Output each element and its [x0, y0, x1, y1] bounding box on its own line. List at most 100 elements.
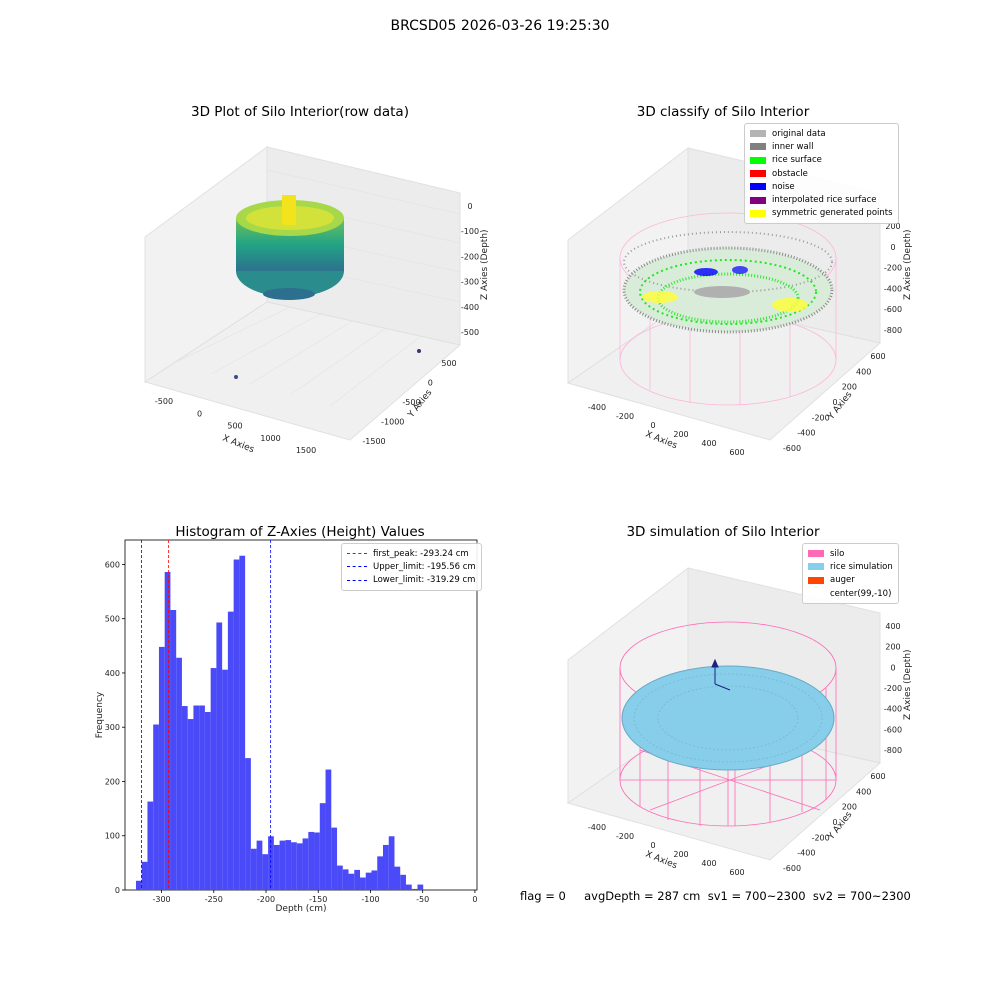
histogram-legend-swatch — [347, 579, 367, 581]
histogram-legend-item: Lower_limit: -319.29 cm — [347, 574, 476, 587]
histogram-x-tick: -250 — [205, 895, 223, 904]
histogram-bar — [187, 719, 194, 890]
raw-y-tick: -1000 — [381, 418, 404, 427]
histogram-x-tick: 0 — [472, 895, 477, 904]
classify-y-tick: -600 — [783, 444, 801, 453]
simulation-y-tick: -200 — [812, 833, 830, 842]
histogram-legend-item: Upper_limit: -195.56 cm — [347, 560, 476, 573]
classify-silo-wireframe — [619, 212, 837, 406]
figure-title: BRCSD05 2026-03-26 19:25:30 — [390, 18, 610, 34]
histogram-bar — [181, 706, 188, 890]
simulation-x-tick: -400 — [588, 823, 606, 832]
histogram-bar — [193, 705, 200, 890]
simulation-legend-swatch — [808, 550, 824, 558]
classify-legend-label: noise — [772, 181, 795, 192]
histogram-x-tick: -300 — [152, 895, 170, 904]
classify-z-tick: 200 — [885, 222, 900, 231]
histogram-bars — [135, 555, 424, 890]
simulation-legend-label: auger — [830, 575, 855, 586]
raw-x-ticks: -500 0 500 1000 1500 — [155, 397, 316, 455]
simulation-x-tick: 600 — [729, 868, 744, 877]
histogram-bar — [250, 848, 257, 890]
simulation-legend-swatch — [808, 590, 824, 597]
raw-z-tick: -300 — [461, 278, 479, 287]
classify-legend-item: obstacle — [750, 167, 893, 180]
histogram-legend-swatch — [347, 553, 367, 555]
histogram-y-label: Frequency — [95, 691, 105, 738]
histogram-bar — [342, 869, 349, 890]
raw-y-tick: -500 — [402, 398, 420, 407]
simulation-z-tick: -600 — [884, 725, 902, 734]
histogram-bar — [239, 555, 246, 890]
histogram-legend-label: first_peak: -293.24 cm — [373, 548, 469, 559]
simulation-auger — [711, 658, 731, 691]
histogram-bar — [256, 840, 263, 890]
histogram-x-ticks: -300 -250 -200 -150 -100 -50 0 — [152, 890, 477, 904]
histogram-legend: first_peak: -293.24 cm Upper_limit: -195.… — [341, 543, 482, 591]
histogram-bar — [360, 877, 366, 890]
histogram-y-tick: 0 — [115, 886, 120, 895]
raw-3d-axes — [143, 146, 462, 441]
histogram-bar — [170, 610, 177, 890]
classify-point-cloud — [622, 231, 834, 334]
raw-y-ticks: 500 0 -500 -1000 -1500 — [362, 359, 456, 446]
histogram-bar — [199, 705, 205, 890]
simulation-y-tick: -600 — [783, 864, 801, 873]
classify-legend-swatch — [750, 156, 766, 164]
simulation-y-tick: 600 — [870, 772, 885, 781]
histogram-bar — [273, 844, 280, 890]
classify-legend-label: original data — [772, 128, 826, 139]
classify-y-tick: -200 — [812, 413, 830, 422]
classify-y-tick: 0 — [832, 398, 837, 407]
classify-x-tick: 400 — [701, 439, 716, 448]
histogram-bar — [158, 646, 165, 890]
simulation-z-tick: -400 — [884, 705, 902, 714]
classify-legend-swatch — [750, 170, 766, 178]
raw-y-tick: -1500 — [362, 437, 385, 446]
classify-legend-label: symmetric generated points — [772, 208, 893, 219]
classify-x-ticks: -400 -200 0 200 400 600 — [588, 403, 745, 457]
simulation-legend-item: rice simulation — [808, 560, 893, 573]
histogram-x-tick: -100 — [361, 895, 379, 904]
histogram-x-label: Depth (cm) — [275, 904, 326, 914]
histogram-bar — [319, 803, 326, 890]
histogram-bar — [262, 854, 269, 890]
classify-legend-label: interpolated rice surface — [772, 195, 877, 206]
histogram-bar — [417, 884, 424, 890]
classify-z-label: Z Axies (Depth) — [903, 229, 913, 300]
classify-y-tick: 600 — [870, 352, 885, 361]
classify-legend-item: noise — [750, 180, 893, 193]
histogram-legend-item: first_peak: -293.24 cm — [347, 547, 476, 560]
simulation-z-tick: 0 — [890, 663, 895, 672]
raw-z-tick: -100 — [461, 227, 479, 236]
histogram-bar — [394, 866, 401, 890]
simulation-plot-title: 3D simulation of Silo Interior — [626, 524, 820, 540]
simulation-legend-swatch — [808, 563, 824, 571]
histogram-bar — [354, 869, 361, 890]
classify-legend-swatch — [750, 183, 766, 191]
histogram-bar — [285, 840, 292, 890]
classify-z-tick: 0 — [890, 243, 895, 252]
histogram-bar — [331, 827, 338, 890]
simulation-x-tick: 200 — [673, 850, 688, 859]
histogram-bar — [268, 836, 274, 890]
histogram-y-tick: 400 — [105, 669, 120, 678]
simulation-z-ticks: 400 200 0 -200 -400 -600 -800 — [884, 622, 902, 755]
histogram-y-tick: 200 — [105, 777, 120, 786]
raw-y-tick: 500 — [441, 359, 456, 368]
raw-point-cloud — [234, 195, 421, 379]
histogram-y-tick: 500 — [105, 615, 120, 624]
classify-x-tick: 0 — [650, 421, 655, 430]
classify-legend-swatch — [750, 143, 766, 151]
simulation-y-tick: 200 — [842, 803, 857, 812]
classify-x-tick: 600 — [729, 448, 744, 457]
raw-z-tick: -400 — [461, 303, 479, 312]
histogram-bar — [325, 769, 332, 890]
histogram-legend-swatch — [347, 566, 367, 568]
histogram-bar — [411, 888, 418, 890]
simulation-y-label: Y Axies — [826, 810, 855, 843]
raw-x-tick: -500 — [155, 397, 173, 406]
simulation-z-tick: -800 — [884, 746, 902, 755]
